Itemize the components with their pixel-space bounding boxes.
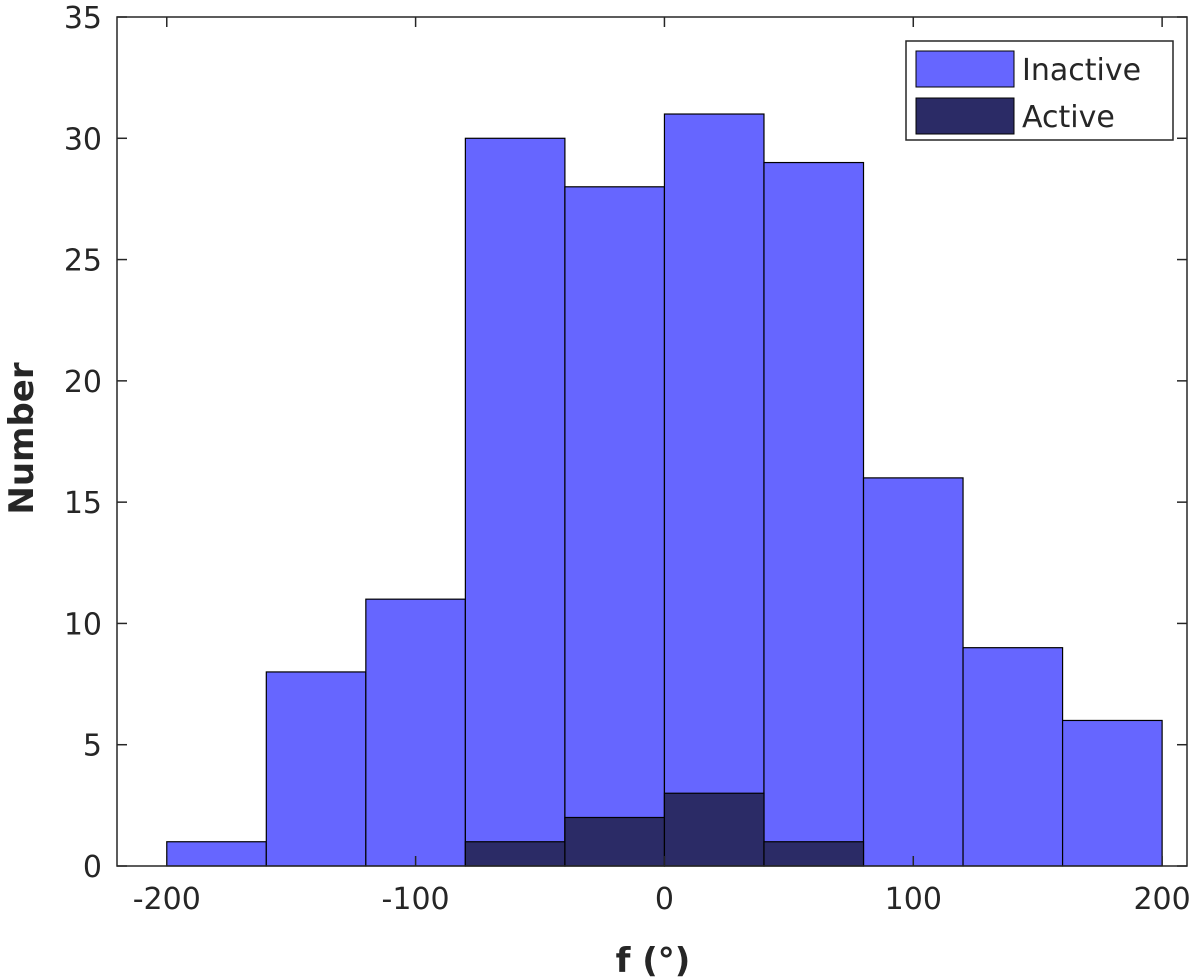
- bar-inactive-4: [564, 186, 666, 867]
- bar-active-5: [663, 792, 765, 867]
- x-tick-label: 0: [655, 882, 674, 917]
- x-tick-label: -200: [133, 882, 201, 917]
- bar-inactive-8: [962, 647, 1064, 867]
- y-tick-label: 5: [83, 729, 102, 764]
- y-tick-label: 0: [83, 850, 102, 885]
- y-axis: 0 5 10 15 20 25 30 35: [64, 1, 1187, 885]
- y-tick-label: 30: [64, 122, 102, 157]
- bar-active-3: [464, 841, 566, 867]
- bar-inactive-5: [663, 113, 765, 867]
- x-tick-label: 100: [885, 882, 942, 917]
- bar-inactive-3: [464, 137, 566, 867]
- bar-inactive-1: [265, 671, 367, 867]
- y-tick-label: 10: [64, 607, 102, 642]
- legend-swatch-inactive: [915, 50, 1015, 88]
- bar-inactive-9: [1061, 719, 1163, 867]
- bar-inactive-7: [862, 477, 964, 867]
- y-tick-label: 20: [64, 365, 102, 400]
- y-tick-label: 25: [64, 244, 102, 279]
- x-tick-label: -100: [382, 882, 450, 917]
- x-axis: -200 -100 0 100 200: [133, 17, 1191, 917]
- bar-inactive-6: [763, 161, 865, 867]
- x-tick-label: 200: [1133, 882, 1190, 917]
- legend-swatch-active: [915, 97, 1015, 135]
- bar-active-6: [763, 841, 865, 867]
- plot-frame: [116, 16, 1188, 867]
- bars-layer: [166, 113, 1163, 867]
- bar-inactive-2: [365, 598, 466, 867]
- y-tick-label: 35: [64, 1, 102, 36]
- legend-label-inactive: Inactive: [1022, 53, 1141, 88]
- bar-active-4: [564, 816, 666, 867]
- bar-inactive-0: [166, 841, 267, 867]
- y-tick-label: 15: [64, 486, 102, 521]
- y-axis-label: Number: [2, 362, 42, 514]
- legend-label-active: Active: [1022, 100, 1115, 135]
- x-axis-label: f (°): [616, 941, 691, 979]
- legend: Inactive Active: [905, 40, 1174, 141]
